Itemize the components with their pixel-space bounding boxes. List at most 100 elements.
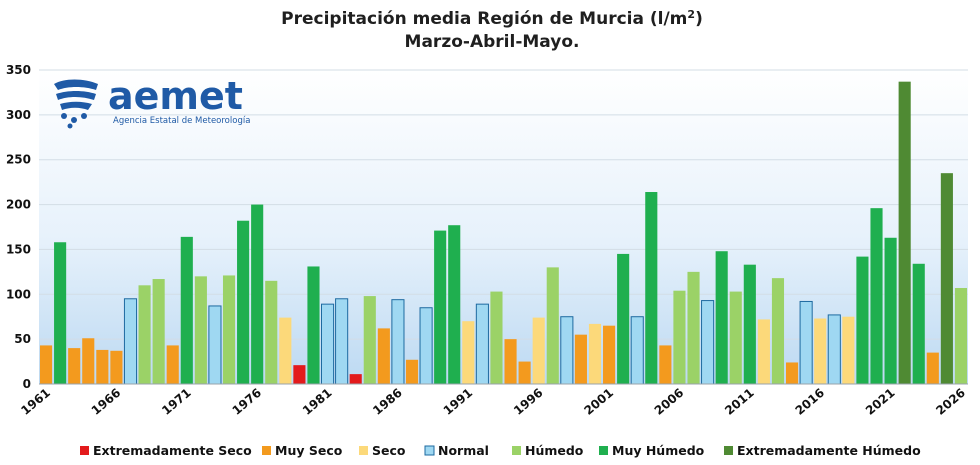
legend-label: Húmedo <box>525 443 584 458</box>
legend-item: Extremadamente Seco <box>80 443 252 458</box>
x-tick-label: 1996 <box>511 386 546 418</box>
bar <box>363 296 376 384</box>
legend-swatch <box>262 446 271 455</box>
x-tick-label: 2016 <box>793 386 828 418</box>
chart-title: Precipitación media Región de Murcia (l/… <box>281 8 703 30</box>
legend-item: Normal <box>424 443 489 458</box>
chart-subtitle: Marzo-Abril-Mayo. <box>405 32 580 52</box>
bar <box>405 359 419 384</box>
legend-item: Seco <box>359 443 406 458</box>
aemet-logo-word: aemet <box>108 74 243 118</box>
bars <box>39 81 968 385</box>
bar <box>827 314 841 385</box>
x-tick-label: 2006 <box>652 386 687 418</box>
bar <box>870 208 883 384</box>
x-tick-label: 1976 <box>230 386 265 418</box>
bar <box>208 305 222 385</box>
y-tick-label: 200 <box>6 198 31 212</box>
x-tick-label: 1981 <box>300 386 335 418</box>
legend-swatch <box>512 446 521 455</box>
legend-item: Extremadamente Húmedo <box>724 443 921 458</box>
aemet-logo: aemet Agencia Estatal de Meteorología <box>54 74 250 129</box>
legend-swatch <box>599 446 608 455</box>
bar <box>54 242 67 384</box>
bar <box>771 278 785 384</box>
bar <box>715 251 728 384</box>
x-tick-label: 1986 <box>370 386 405 418</box>
bar <box>856 256 869 384</box>
bar <box>96 349 109 384</box>
bar <box>68 348 81 384</box>
legend-item: Muy Seco <box>262 443 343 458</box>
y-tick-label: 300 <box>6 108 31 122</box>
bar <box>532 317 545 384</box>
y-tick-label: 100 <box>6 287 31 301</box>
bar <box>462 321 475 384</box>
bar <box>222 275 236 384</box>
legend-label: Normal <box>438 443 489 458</box>
bar <box>729 291 742 384</box>
legend-label: Seco <box>372 443 406 458</box>
bar <box>123 298 138 385</box>
bar <box>490 291 503 384</box>
bar <box>546 267 559 384</box>
legend-label: Muy Húmedo <box>612 443 705 458</box>
x-tick-label: 2026 <box>933 386 968 418</box>
chart-title-superscript: 2 <box>687 8 695 21</box>
legend-swatch <box>80 446 89 455</box>
bar <box>293 365 306 384</box>
bar <box>307 266 320 384</box>
y-tick-label: 350 <box>6 63 31 77</box>
bar <box>912 263 925 384</box>
x-tick-label: 2001 <box>581 386 616 418</box>
bar <box>321 303 335 385</box>
x-tick-label: 2021 <box>863 386 898 418</box>
bar <box>518 361 531 384</box>
bar <box>475 303 489 385</box>
bar <box>152 279 165 384</box>
bar <box>743 264 756 384</box>
bar <box>391 299 405 385</box>
bar <box>419 307 433 385</box>
bar <box>82 338 95 384</box>
bar <box>574 334 587 384</box>
bar <box>194 276 207 384</box>
bar <box>377 328 390 384</box>
bar <box>842 316 855 384</box>
y-tick-label: 50 <box>14 332 31 346</box>
bar <box>166 345 179 384</box>
bar <box>687 271 700 384</box>
x-tick-label: 1971 <box>159 386 194 418</box>
bar <box>279 317 292 384</box>
bar <box>659 345 672 384</box>
bar <box>630 316 644 385</box>
bar <box>786 362 799 384</box>
legend-label: Extremadamente Húmedo <box>737 443 921 458</box>
bar <box>701 300 715 385</box>
legend-swatch <box>424 445 435 456</box>
bar <box>617 253 630 384</box>
bar <box>110 350 123 384</box>
bar <box>504 339 517 384</box>
aemet-logo-subtitle: Agencia Estatal de Meteorología <box>113 116 250 126</box>
bar <box>645 192 658 384</box>
bar <box>954 288 968 384</box>
bar <box>265 280 278 384</box>
y-axis: 0 50 100 150 200 250 300 350 <box>6 63 31 391</box>
plot-area <box>39 70 968 384</box>
bar <box>237 220 250 384</box>
bar <box>434 230 447 384</box>
legend-swatch <box>724 446 733 455</box>
bar <box>349 374 362 384</box>
bar <box>335 298 349 385</box>
legend-label: Muy Seco <box>275 443 343 458</box>
bar <box>603 325 616 384</box>
legend-swatch <box>359 446 368 455</box>
legend-label: Extremadamente Seco <box>93 443 252 458</box>
y-tick-label: 0 <box>23 377 31 391</box>
x-tick-label: 1991 <box>441 386 476 418</box>
bar <box>560 316 574 385</box>
legend-item: Húmedo <box>512 443 584 458</box>
legend-item: Muy Húmedo <box>599 443 705 458</box>
